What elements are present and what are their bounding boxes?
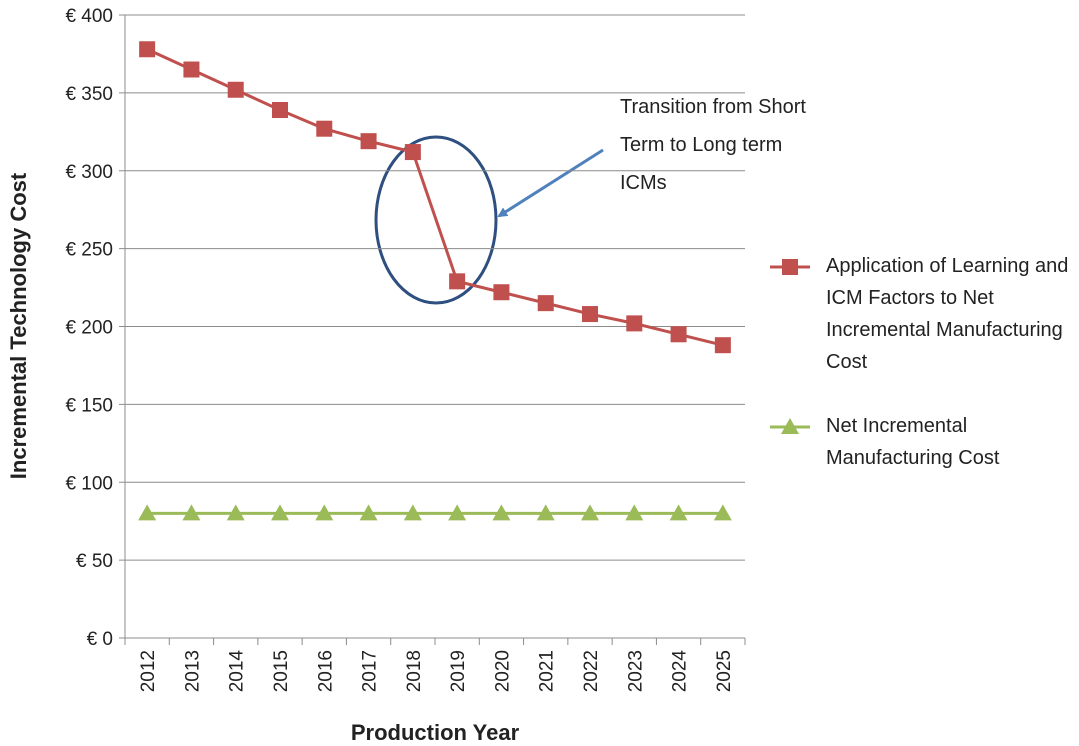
x-tick-label: 2024 (670, 650, 691, 693)
data-point (626, 315, 643, 332)
y-tick-label: € 300 (65, 162, 113, 183)
x-tick-label: 2022 (581, 650, 602, 692)
data-point (670, 326, 687, 343)
x-tick-label: 2023 (625, 650, 646, 692)
data-point (227, 81, 244, 98)
data-point (226, 504, 245, 521)
x-tick-label: 2018 (404, 650, 425, 692)
data-point (536, 504, 555, 521)
legend-label: Net Incremental Manufacturing Cost (826, 415, 1000, 469)
x-tick-label: 2014 (227, 650, 248, 693)
x-tick-label: 2019 (448, 650, 469, 692)
x-tick-label: 2020 (492, 650, 513, 692)
highlight-ellipse (374, 135, 498, 305)
data-point (359, 504, 378, 521)
data-point (360, 133, 377, 150)
y-tick-label: € 350 (65, 84, 113, 105)
x-axis-label: Production Year (351, 720, 520, 745)
x-tick-label: 2025 (714, 650, 735, 692)
x-tick-label: 2016 (315, 650, 336, 692)
y-tick-label: € 250 (65, 240, 113, 261)
data-point (492, 504, 511, 521)
data-point (182, 504, 201, 521)
data-point (272, 102, 288, 119)
x-tick-label: 2015 (271, 650, 292, 692)
x-tick-label: 2017 (360, 650, 381, 692)
annotation-arrow (497, 148, 604, 218)
data-point (449, 273, 466, 290)
legend-marker (781, 418, 799, 434)
data-point (581, 504, 599, 521)
y-tick-label: € 150 (65, 395, 113, 416)
y-tick-label: € 200 (65, 318, 113, 339)
data-point (316, 120, 333, 137)
x-tick-label: 2013 (182, 650, 203, 692)
data-point (669, 504, 688, 521)
y-tick-label: € 400 (65, 6, 113, 27)
data-point (138, 504, 157, 521)
data-point (183, 61, 200, 78)
legend-marker (782, 259, 798, 275)
data-point (625, 504, 644, 521)
data-point (448, 504, 467, 521)
data-point (493, 284, 510, 301)
data-point (403, 504, 422, 521)
data-point (714, 337, 731, 354)
data-point (537, 295, 554, 312)
y-tick-label: € 100 (65, 473, 113, 494)
data-point (139, 41, 156, 58)
x-tick-label: 2021 (537, 650, 558, 692)
x-tick-label: 2012 (138, 650, 159, 692)
data-point (271, 504, 289, 521)
data-point (404, 144, 421, 161)
data-point (315, 504, 334, 521)
data-point (582, 306, 598, 323)
annotation: Transition from Short Term to Long term … (620, 96, 806, 194)
y-axis-label: Incremental Technology Cost (6, 172, 31, 479)
y-tick-label: € 0 (87, 629, 113, 650)
legend-label: Application of Learning and ICM Factors … (826, 255, 1069, 373)
y-tick-label: € 50 (76, 551, 113, 572)
data-point (713, 504, 732, 521)
